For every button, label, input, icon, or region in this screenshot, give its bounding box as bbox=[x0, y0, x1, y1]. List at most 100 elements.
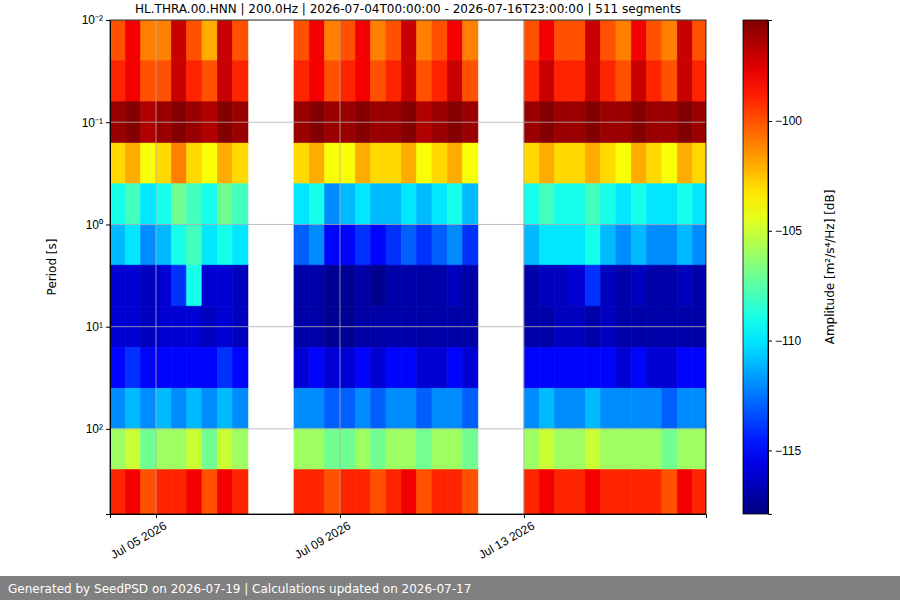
heatmap-cell bbox=[187, 348, 202, 389]
heatmap-cell bbox=[463, 388, 478, 429]
heatmap-cell bbox=[693, 470, 706, 514]
heatmap-cell bbox=[463, 61, 478, 102]
heatmap-cell bbox=[524, 184, 539, 225]
heatmap-cell bbox=[447, 61, 462, 102]
heatmap-cell bbox=[524, 265, 539, 306]
heatmap-cell bbox=[601, 348, 616, 389]
x-axis-line bbox=[111, 515, 707, 519]
heatmap-cell bbox=[447, 388, 462, 429]
heatmap-cell bbox=[417, 429, 432, 470]
heatmap-cell bbox=[141, 388, 156, 429]
heatmap-cell bbox=[616, 224, 631, 265]
heatmap-cell bbox=[171, 348, 186, 389]
heatmap-cell bbox=[217, 265, 232, 306]
heatmap-cell bbox=[371, 184, 386, 225]
heatmap-cell bbox=[662, 265, 677, 306]
heatmap-cell bbox=[171, 20, 186, 61]
heatmap-cell bbox=[187, 470, 202, 514]
y-tick-mark bbox=[106, 224, 110, 225]
heatmap-cell bbox=[401, 429, 416, 470]
x-tick: Jul 05 2026 bbox=[108, 514, 169, 562]
heatmap-cell bbox=[401, 20, 416, 61]
colorbar-tick-label: −115 bbox=[775, 444, 801, 458]
heatmap-cell bbox=[355, 20, 370, 61]
heatmap-cell bbox=[585, 348, 600, 389]
y-tick-mark bbox=[106, 429, 110, 430]
heatmap-cell bbox=[171, 143, 186, 184]
heatmap-cell bbox=[355, 470, 370, 514]
heatmap-cell bbox=[187, 61, 202, 102]
colorbar-tick-mark bbox=[768, 450, 772, 451]
heatmap-cell bbox=[585, 184, 600, 225]
heatmap-cell bbox=[432, 20, 447, 61]
heatmap-cell bbox=[601, 224, 616, 265]
y-tick-mark bbox=[106, 20, 110, 21]
x-tick-mark bbox=[156, 514, 157, 518]
heatmap-cell bbox=[616, 61, 631, 102]
heatmap-cell bbox=[340, 265, 355, 306]
heatmap-cell bbox=[202, 20, 217, 61]
heatmap-cell bbox=[371, 20, 386, 61]
heatmap-cell bbox=[570, 224, 585, 265]
heatmap-cell bbox=[371, 61, 386, 102]
heatmap-cell bbox=[447, 348, 462, 389]
heatmap-cell bbox=[447, 143, 462, 184]
heatmap-cell bbox=[125, 265, 140, 306]
heatmap-cell bbox=[187, 429, 202, 470]
heatmap-cell bbox=[616, 348, 631, 389]
heatmap-cell bbox=[309, 348, 324, 389]
heatmap-cell bbox=[141, 470, 156, 514]
heatmap-cell bbox=[631, 429, 646, 470]
heatmap-cell bbox=[110, 184, 125, 225]
heatmap-cell bbox=[125, 429, 140, 470]
heatmap-cell bbox=[233, 388, 248, 429]
heatmap-cell bbox=[156, 224, 171, 265]
colorbar-tick-mark bbox=[768, 341, 772, 342]
x-tick-label: Jul 13 2026 bbox=[476, 519, 537, 562]
heatmap-cell bbox=[110, 348, 125, 389]
heatmap-cell bbox=[371, 224, 386, 265]
heatmap-cell bbox=[309, 224, 324, 265]
heatmap-cell bbox=[601, 429, 616, 470]
heatmap-cell bbox=[570, 348, 585, 389]
heatmap-cell bbox=[401, 470, 416, 514]
heatmap-cell bbox=[325, 143, 340, 184]
heatmap-cell bbox=[417, 184, 432, 225]
y-tick: 10¹ bbox=[86, 320, 110, 334]
heatmap-cell bbox=[539, 20, 554, 61]
heatmap-cell bbox=[355, 388, 370, 429]
chart: Jul 05 2026Jul 09 2026Jul 13 202610⁻²10⁻… bbox=[0, 0, 900, 600]
heatmap-cell bbox=[432, 224, 447, 265]
heatmap-cell bbox=[677, 61, 692, 102]
heatmap-cell bbox=[677, 388, 692, 429]
heatmap-cell bbox=[524, 20, 539, 61]
x-tick-label: Jul 05 2026 bbox=[108, 519, 169, 562]
grid-line bbox=[523, 20, 524, 514]
heatmap-cell bbox=[693, 224, 706, 265]
x-tick-mark bbox=[340, 514, 341, 518]
heatmap-cell bbox=[662, 470, 677, 514]
heatmap-cell bbox=[325, 20, 340, 61]
heatmap-cell bbox=[294, 184, 309, 225]
heatmap-cell bbox=[647, 184, 662, 225]
y-tick: 10² bbox=[86, 422, 110, 436]
heatmap-cell bbox=[202, 184, 217, 225]
heatmap-cell bbox=[570, 61, 585, 102]
heatmap-cell bbox=[647, 61, 662, 102]
heatmap-cell bbox=[233, 184, 248, 225]
heatmap-cell bbox=[386, 20, 401, 61]
heatmap-cell bbox=[371, 143, 386, 184]
heatmap-cell bbox=[171, 470, 186, 514]
heatmap-cell bbox=[217, 348, 232, 389]
heatmap-cell bbox=[555, 143, 570, 184]
heatmap-cell bbox=[171, 265, 186, 306]
heatmap-cell bbox=[432, 470, 447, 514]
heatmap-cell bbox=[325, 265, 340, 306]
heatmap-cell bbox=[647, 224, 662, 265]
x-tick: Jul 09 2026 bbox=[292, 514, 353, 562]
heatmap-cell bbox=[202, 470, 217, 514]
heatmap-cell bbox=[631, 143, 646, 184]
heatmap-cell bbox=[417, 143, 432, 184]
heatmap-cell bbox=[601, 61, 616, 102]
heatmap-cell bbox=[233, 429, 248, 470]
